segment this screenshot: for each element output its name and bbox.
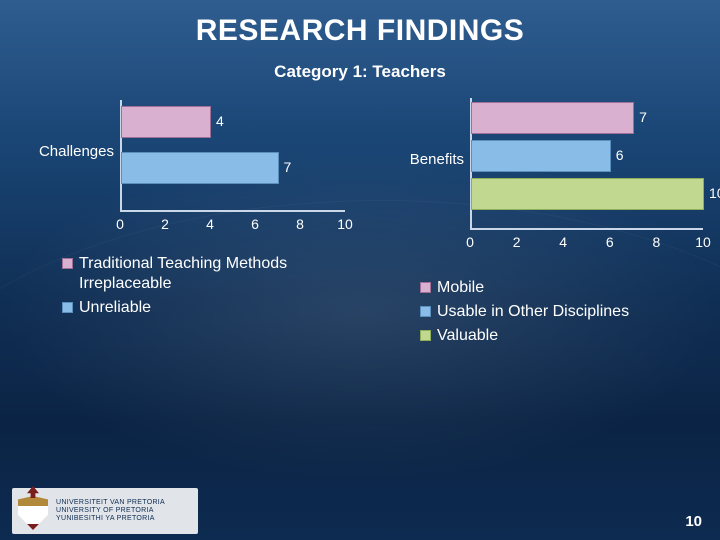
- x-tick-label: 6: [600, 234, 620, 250]
- x-tick-label: 10: [693, 234, 713, 250]
- x-tick-label: 4: [553, 234, 573, 250]
- bar: [471, 102, 634, 134]
- legend-item: Mobile: [420, 278, 700, 298]
- legend: Mobile Usable in Other Disciplines Valuabl…: [420, 274, 700, 350]
- uni-line: UNIVERSITY OF PRETORIA: [56, 507, 165, 515]
- bar: [471, 178, 704, 210]
- x-axis: [470, 228, 703, 230]
- legend-label: Mobile: [437, 278, 484, 298]
- legend-item: Usable in Other Disciplines: [420, 302, 700, 322]
- crest-icon: [18, 492, 48, 530]
- legend-label: Valuable: [437, 326, 498, 346]
- slide: RESEARCH FINDINGS Category 1: Teachers C…: [0, 0, 720, 540]
- legend-label: Usable in Other Disciplines: [437, 302, 629, 322]
- uni-line: YUNIBESITHI YA PRETORIA: [56, 515, 165, 523]
- category-label: Benefits: [398, 151, 464, 168]
- legend-swatch: [420, 330, 431, 341]
- bar-value-label: 10: [709, 185, 720, 201]
- benefits-chart: Benefits 7 6 10 0 2 4 6 8 10 Mobile Usable in Other…: [0, 0, 720, 540]
- x-tick-label: 0: [460, 234, 480, 250]
- legend-item: Valuable: [420, 326, 700, 346]
- legend-swatch: [420, 306, 431, 317]
- bar-value-label: 7: [639, 109, 647, 125]
- bar-value-label: 6: [616, 147, 624, 163]
- university-logo: UNIVERSITEIT VAN PRETORIA UNIVERSITY OF …: [18, 492, 165, 530]
- uni-line: UNIVERSITEIT VAN PRETORIA: [56, 499, 165, 507]
- bar: [471, 140, 611, 172]
- page-number: 10: [685, 513, 702, 530]
- legend-swatch: [420, 282, 431, 293]
- x-tick-label: 2: [507, 234, 527, 250]
- x-tick-label: 8: [646, 234, 666, 250]
- university-name: UNIVERSITEIT VAN PRETORIA UNIVERSITY OF …: [56, 499, 165, 523]
